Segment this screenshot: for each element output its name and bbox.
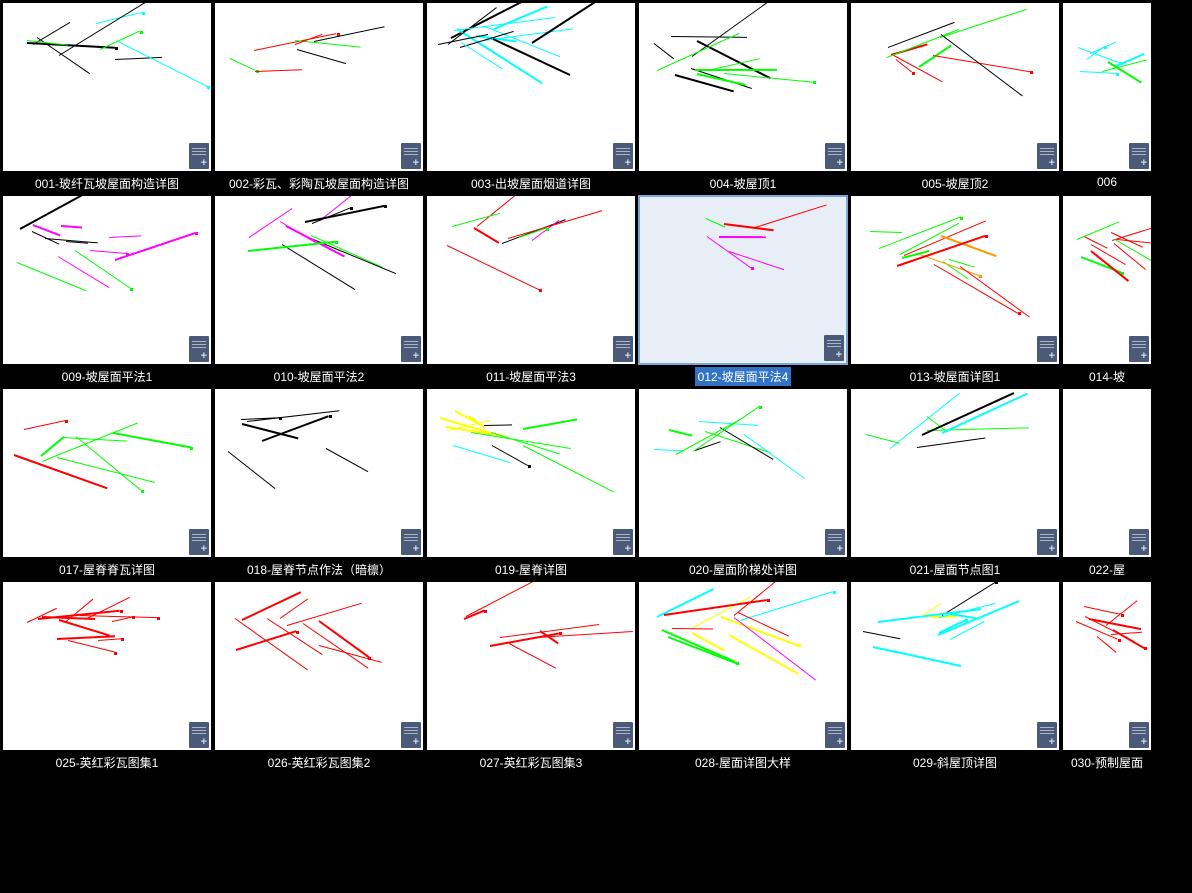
thumbnail-preview[interactable] xyxy=(638,581,848,751)
thumbnail-preview[interactable] xyxy=(850,388,1060,558)
thumbnail-025[interactable]: 025-英红彩瓦图集1 xyxy=(2,581,212,772)
thumbnail-026[interactable]: 026-英红彩瓦图集2 xyxy=(214,581,424,772)
thumbnail-preview[interactable] xyxy=(426,581,636,751)
thumbnail-label: 017-屋脊脊瓦详图 xyxy=(56,560,158,579)
thumbnail-011[interactable]: 011-坡屋面平法3 xyxy=(426,195,636,386)
thumbnail-017[interactable]: 017-屋脊脊瓦详图 xyxy=(2,388,212,579)
thumbnail-label: 009-坡屋面平法1 xyxy=(59,367,156,386)
dwg-file-icon xyxy=(1037,529,1057,555)
dwg-file-icon xyxy=(1129,722,1149,748)
thumbnail-001[interactable]: 001-玻纤瓦坡屋面构造详图 xyxy=(2,2,212,193)
dwg-file-icon xyxy=(613,722,633,748)
dwg-file-icon xyxy=(189,143,209,169)
thumbnail-027[interactable]: 027-英红彩瓦图集3 xyxy=(426,581,636,772)
dwg-file-icon xyxy=(613,529,633,555)
thumbnail-grid: 001-玻纤瓦坡屋面构造详图 002-彩瓦、彩陶瓦坡屋面构造详图 003-出坡屋面烟… xyxy=(0,0,1192,774)
thumbnail-010[interactable]: 010-坡屋面平法2 xyxy=(214,195,424,386)
thumbnail-label: 027-英红彩瓦图集3 xyxy=(477,753,586,772)
thumbnail-013[interactable]: 013-坡屋面详图1 xyxy=(850,195,1060,386)
dwg-file-icon xyxy=(1129,143,1149,169)
thumbnail-preview[interactable] xyxy=(638,2,848,172)
thumbnail-preview[interactable] xyxy=(1062,195,1152,365)
thumbnail-preview[interactable] xyxy=(2,581,212,751)
thumbnail-022[interactable]: 022-屋 xyxy=(1062,388,1152,579)
thumbnail-014[interactable]: 014-坡 xyxy=(1062,195,1152,386)
thumbnail-preview[interactable] xyxy=(850,2,1060,172)
thumbnail-018[interactable]: 018-屋脊节点作法（暗檩） xyxy=(214,388,424,579)
thumbnail-012[interactable]: 012-坡屋面平法4 xyxy=(638,195,848,386)
thumbnail-preview[interactable] xyxy=(426,2,636,172)
thumbnail-preview[interactable] xyxy=(214,581,424,751)
thumbnail-label: 005-坡屋顶2 xyxy=(919,174,992,193)
thumbnail-preview[interactable] xyxy=(426,195,636,365)
thumbnail-label: 029-斜屋顶详图 xyxy=(910,753,1000,772)
thumbnail-label: 030-预制屋面 xyxy=(1068,753,1146,772)
thumbnail-label: 022-屋 xyxy=(1086,560,1128,579)
dwg-file-icon xyxy=(1129,336,1149,362)
thumbnail-preview[interactable] xyxy=(850,581,1060,751)
thumbnail-004[interactable]: 004-坡屋顶1 xyxy=(638,2,848,193)
thumbnail-021[interactable]: 021-屋面节点图1 xyxy=(850,388,1060,579)
thumbnail-030[interactable]: 030-预制屋面 xyxy=(1062,581,1152,772)
thumbnail-label: 026-英红彩瓦图集2 xyxy=(265,753,374,772)
dwg-file-icon xyxy=(825,722,845,748)
thumbnail-label: 011-坡屋面平法3 xyxy=(483,367,579,386)
thumbnail-006[interactable]: 006 xyxy=(1062,2,1152,193)
dwg-file-icon xyxy=(613,336,633,362)
dwg-file-icon xyxy=(825,143,845,169)
thumbnail-label: 014-坡 xyxy=(1086,367,1128,386)
thumbnail-label: 019-屋脊详图 xyxy=(492,560,570,579)
dwg-file-icon xyxy=(401,722,421,748)
dwg-file-icon xyxy=(613,143,633,169)
thumbnail-preview[interactable] xyxy=(426,388,636,558)
thumbnail-label: 006 xyxy=(1094,174,1120,190)
thumbnail-020[interactable]: 020-屋面阶梯处详图 xyxy=(638,388,848,579)
thumbnail-label: 013-坡屋面详图1 xyxy=(907,367,1004,386)
thumbnail-label: 025-英红彩瓦图集1 xyxy=(53,753,162,772)
thumbnail-preview[interactable] xyxy=(214,388,424,558)
thumbnail-009[interactable]: 009-坡屋面平法1 xyxy=(2,195,212,386)
thumbnail-preview[interactable] xyxy=(1062,2,1152,172)
thumbnail-label: 012-坡屋面平法4 xyxy=(695,367,792,386)
thumbnail-002[interactable]: 002-彩瓦、彩陶瓦坡屋面构造详图 xyxy=(214,2,424,193)
thumbnail-label: 028-屋面详图大样 xyxy=(692,753,794,772)
thumbnail-label: 004-坡屋顶1 xyxy=(707,174,780,193)
thumbnail-label: 021-屋面节点图1 xyxy=(907,560,1004,579)
dwg-file-icon xyxy=(824,335,844,361)
dwg-file-icon xyxy=(825,529,845,555)
thumbnail-label: 020-屋面阶梯处详图 xyxy=(686,560,800,579)
thumbnail-preview[interactable] xyxy=(214,195,424,365)
thumbnail-preview[interactable] xyxy=(1062,388,1152,558)
thumbnail-label: 018-屋脊节点作法（暗檩） xyxy=(244,560,394,579)
thumbnail-preview[interactable] xyxy=(2,388,212,558)
thumbnail-preview[interactable] xyxy=(2,195,212,365)
dwg-file-icon xyxy=(189,336,209,362)
thumbnail-003[interactable]: 003-出坡屋面烟道详图 xyxy=(426,2,636,193)
thumbnail-preview[interactable] xyxy=(1062,581,1152,751)
dwg-file-icon xyxy=(1037,143,1057,169)
thumbnail-019[interactable]: 019-屋脊详图 xyxy=(426,388,636,579)
dwg-file-icon xyxy=(189,722,209,748)
dwg-file-icon xyxy=(401,529,421,555)
dwg-file-icon xyxy=(1037,722,1057,748)
thumbnail-label: 010-坡屋面平法2 xyxy=(271,367,368,386)
thumbnail-preview[interactable] xyxy=(214,2,424,172)
dwg-file-icon xyxy=(189,529,209,555)
thumbnail-preview[interactable] xyxy=(850,195,1060,365)
thumbnail-029[interactable]: 029-斜屋顶详图 xyxy=(850,581,1060,772)
thumbnail-preview[interactable] xyxy=(2,2,212,172)
dwg-file-icon xyxy=(401,143,421,169)
thumbnail-preview[interactable] xyxy=(638,195,848,365)
dwg-file-icon xyxy=(1037,336,1057,362)
dwg-file-icon xyxy=(1129,529,1149,555)
thumbnail-005[interactable]: 005-坡屋顶2 xyxy=(850,2,1060,193)
thumbnail-preview[interactable] xyxy=(638,388,848,558)
thumbnail-028[interactable]: 028-屋面详图大样 xyxy=(638,581,848,772)
thumbnail-label: 003-出坡屋面烟道详图 xyxy=(468,174,594,193)
dwg-file-icon xyxy=(401,336,421,362)
thumbnail-label: 001-玻纤瓦坡屋面构造详图 xyxy=(32,174,182,193)
thumbnail-label: 002-彩瓦、彩陶瓦坡屋面构造详图 xyxy=(226,174,412,193)
